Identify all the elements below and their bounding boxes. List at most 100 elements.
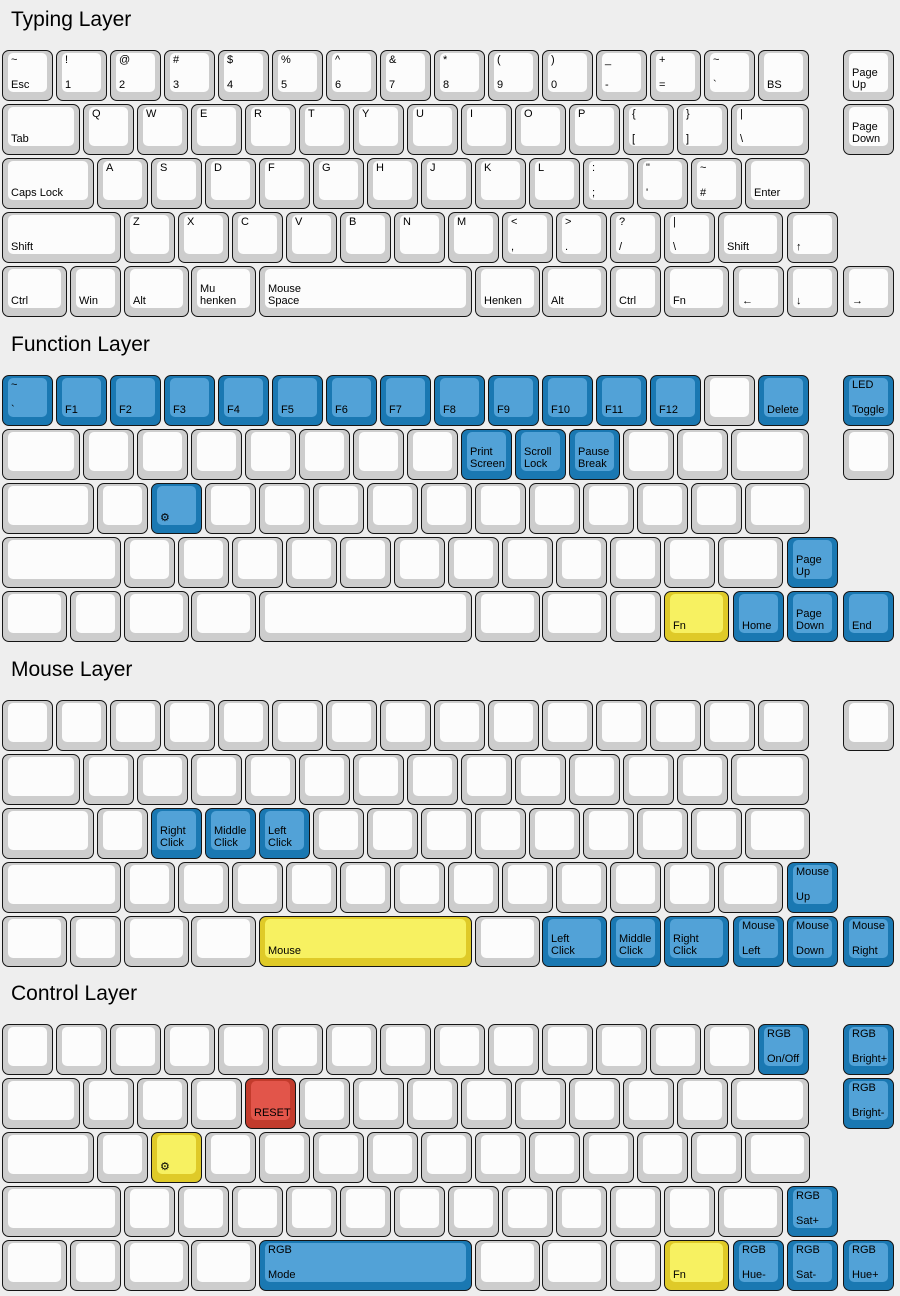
key-blank[interactable] [97, 483, 148, 534]
key-blank[interactable] [394, 1186, 445, 1237]
key-symbol[interactable]: _ - [596, 50, 647, 101]
key-blank[interactable] [97, 808, 148, 859]
key-blank[interactable] [178, 1186, 229, 1237]
key-blank[interactable] [259, 483, 310, 534]
key-blank[interactable] [286, 1186, 337, 1237]
key-g[interactable]: G [313, 158, 364, 209]
key-s[interactable]: S [151, 158, 202, 209]
key-blank[interactable] [218, 700, 269, 751]
key-f12[interactable]: F12 [650, 375, 701, 426]
key-blank[interactable] [232, 862, 283, 913]
key-symbol[interactable]: " ' [637, 158, 688, 209]
key-blank[interactable] [340, 537, 391, 588]
key-blank[interactable] [637, 808, 688, 859]
key-blank[interactable] [745, 483, 810, 534]
key-8[interactable]: * 8 [434, 50, 485, 101]
key-right-click[interactable]: Right Click [151, 808, 202, 859]
key-blank[interactable] [610, 1240, 661, 1291]
key-blank[interactable] [191, 916, 256, 967]
key-blank[interactable] [407, 429, 458, 480]
key-blank[interactable] [745, 808, 810, 859]
key-up-arrow[interactable]: ↑ [787, 212, 838, 263]
key-i[interactable]: I [461, 104, 512, 155]
key-blank[interactable] [637, 483, 688, 534]
key-blank[interactable] [353, 754, 404, 805]
key-blank[interactable] [380, 1024, 431, 1075]
key-delete[interactable]: Delete [758, 375, 809, 426]
key-blank[interactable] [745, 1132, 810, 1183]
key-4[interactable]: $4 [218, 50, 269, 101]
key-blank[interactable] [542, 1240, 607, 1291]
key-blank[interactable] [583, 1132, 634, 1183]
key-blank[interactable] [164, 1024, 215, 1075]
key-blank[interactable] [380, 700, 431, 751]
key-blank[interactable] [2, 483, 94, 534]
key-blank[interactable] [313, 1132, 364, 1183]
key-w[interactable]: W [137, 104, 188, 155]
key-blank[interactable] [843, 429, 894, 480]
key-blank[interactable] [2, 1132, 94, 1183]
key-blank[interactable] [677, 754, 728, 805]
key-blank[interactable] [677, 1078, 728, 1129]
key-blank[interactable] [475, 591, 540, 642]
key-blank[interactable] [2, 700, 53, 751]
key-blank[interactable] [758, 700, 809, 751]
key-page-down[interactable]: Page Down [843, 104, 894, 155]
key-blank[interactable] [218, 1024, 269, 1075]
key-fn[interactable]: Fn [664, 266, 729, 317]
key-b[interactable]: B [340, 212, 391, 263]
key-blank[interactable] [623, 754, 674, 805]
key-f1[interactable]: F1 [56, 375, 107, 426]
key-blank[interactable] [124, 591, 189, 642]
key-shift[interactable]: Shift [718, 212, 783, 263]
key-blank[interactable] [691, 1132, 742, 1183]
key-blank[interactable] [259, 591, 472, 642]
key-blank[interactable] [704, 700, 755, 751]
key-blank[interactable] [407, 1078, 458, 1129]
key-f8[interactable]: F8 [434, 375, 485, 426]
key-blank[interactable] [70, 916, 121, 967]
key-symbol[interactable]: | \ [664, 212, 715, 263]
key-blank[interactable] [191, 1078, 242, 1129]
key-up[interactable]: Mouse Up [787, 862, 838, 913]
key-page-up[interactable]: Page Up [787, 537, 838, 588]
key-blank[interactable] [421, 808, 472, 859]
key-home[interactable]: Home [733, 591, 784, 642]
key-1[interactable]: ! 1 [56, 50, 107, 101]
key-blank[interactable] [191, 591, 256, 642]
key-blank[interactable] [664, 1186, 715, 1237]
key-blank[interactable] [637, 1132, 688, 1183]
key-blank[interactable] [340, 1186, 391, 1237]
key-down-arrow[interactable]: ↓ [787, 266, 838, 317]
key-blank[interactable] [529, 808, 580, 859]
key-blank[interactable] [556, 862, 607, 913]
key-bright[interactable]: RGB Bright- [843, 1078, 894, 1129]
key-win[interactable]: Win [70, 266, 121, 317]
key-blank[interactable] [461, 1078, 512, 1129]
key-blank[interactable] [394, 537, 445, 588]
key-y[interactable]: Y [353, 104, 404, 155]
key-end[interactable]: End [843, 591, 894, 642]
key-blank[interactable] [569, 754, 620, 805]
key-blank[interactable] [124, 916, 189, 967]
key-left-click[interactable]: Left Click [259, 808, 310, 859]
key-blank[interactable] [731, 1078, 809, 1129]
key-blank[interactable] [610, 862, 661, 913]
key-blank[interactable] [272, 1024, 323, 1075]
key-blank[interactable] [191, 754, 242, 805]
key-blank[interactable] [353, 1078, 404, 1129]
key-blank[interactable] [245, 754, 296, 805]
key-blank[interactable] [583, 483, 634, 534]
key-blank[interactable] [691, 808, 742, 859]
key-symbol[interactable]: <, [502, 212, 553, 263]
key-u[interactable]: U [407, 104, 458, 155]
key-blank[interactable] [529, 1132, 580, 1183]
key-blank[interactable] [448, 1186, 499, 1237]
key-3[interactable]: #3 [164, 50, 215, 101]
key-blank[interactable] [124, 862, 175, 913]
key-blank[interactable] [475, 483, 526, 534]
key-page-down[interactable]: Page Down [787, 591, 838, 642]
key-f11[interactable]: F11 [596, 375, 647, 426]
key-blank[interactable] [2, 862, 121, 913]
key-x[interactable]: X [178, 212, 229, 263]
